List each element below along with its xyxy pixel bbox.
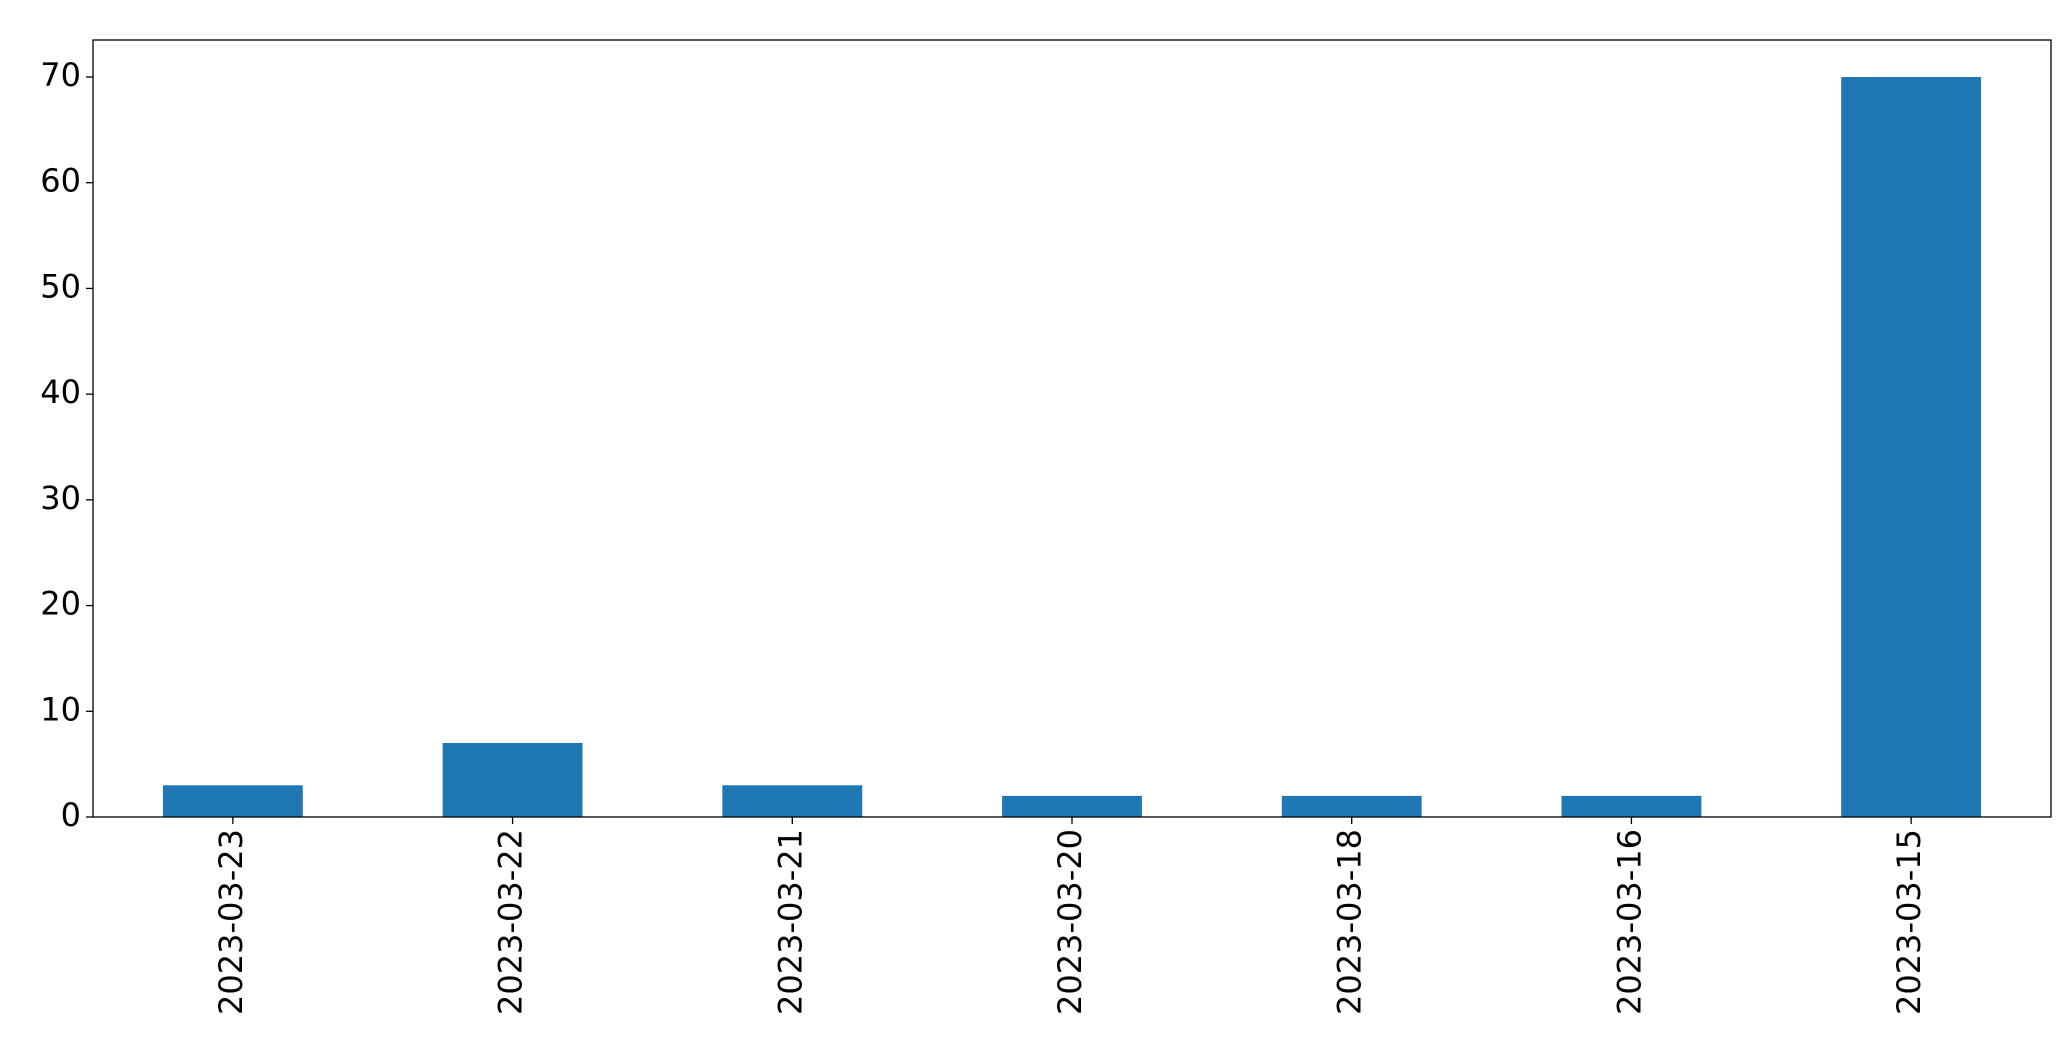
y-tick-label: 10 [40, 690, 81, 728]
y-tick-label: 60 [40, 162, 81, 200]
bar [722, 785, 863, 817]
bar [1002, 795, 1142, 817]
plot-frame [92, 39, 2052, 818]
bar [1281, 795, 1422, 817]
y-tick-label: 20 [40, 585, 81, 623]
y-tick-label: 40 [40, 373, 81, 411]
x-tick-label: 2023-03-23 [212, 829, 250, 1015]
x-tick-label: 2023-03-21 [771, 829, 809, 1015]
x-tick-label: 2023-03-20 [1051, 829, 1089, 1015]
x-tick-label: 2023-03-18 [1331, 829, 1369, 1015]
y-tick-label: 30 [40, 479, 81, 517]
y-tick-label: 70 [40, 56, 81, 94]
bar [162, 785, 303, 817]
y-tick-label: 50 [40, 267, 81, 305]
x-tick-label: 2023-03-16 [1610, 829, 1648, 1015]
bar [1561, 795, 1702, 817]
bar [442, 743, 583, 817]
y-tick-label: 0 [61, 796, 81, 834]
x-tick-label: 2023-03-22 [492, 829, 530, 1015]
x-tick-label: 2023-03-15 [1890, 829, 1928, 1015]
bar [1841, 77, 1982, 817]
